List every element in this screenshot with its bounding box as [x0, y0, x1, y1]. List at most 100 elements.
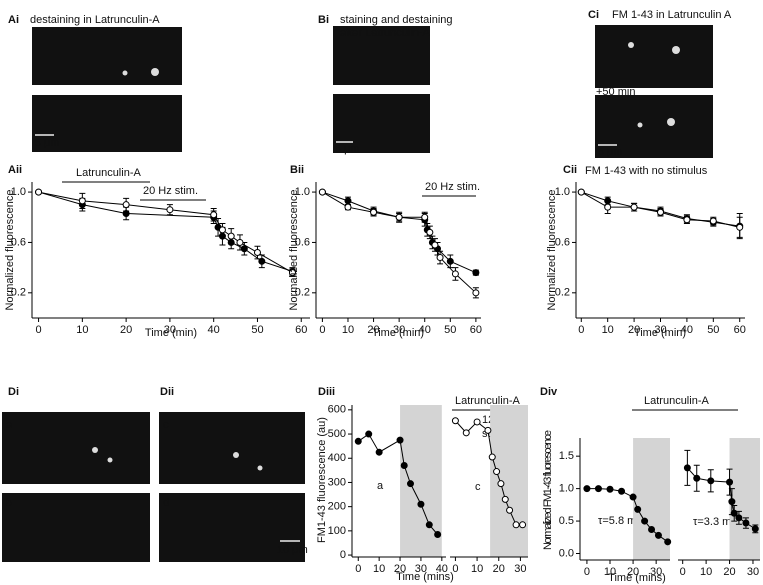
- x-tick-label: 40: [681, 324, 693, 336]
- spot: [628, 42, 634, 48]
- x-tick-label: 50: [707, 324, 719, 336]
- x-tick-label: 30: [393, 324, 405, 336]
- y-axis-label: Normalized fluorescence: [288, 189, 300, 310]
- figure-label: destaining in Latrunculin-A: [30, 14, 160, 26]
- y-tick-label: 0: [340, 549, 346, 561]
- data-point: [506, 506, 514, 514]
- y-axis-label: FM1-43 fluorescence (au): [316, 417, 328, 543]
- data-point: [417, 500, 425, 508]
- data-point: [462, 429, 470, 437]
- figure-label: FM 1-43 with no stimulus: [585, 165, 708, 177]
- x-tick-label: 0: [584, 566, 590, 578]
- data-point: [648, 526, 656, 533]
- data-point: [484, 426, 492, 434]
- x-tick-label: 40: [208, 324, 220, 336]
- data-point: [728, 498, 736, 506]
- y-tick-label: 200: [328, 501, 346, 513]
- figure-label: 5 μm: [598, 146, 623, 158]
- data-point: [577, 188, 585, 196]
- y-tick-label: 100: [328, 525, 346, 537]
- data-point: [258, 257, 266, 265]
- micrograph: [159, 493, 305, 562]
- data-point: [634, 505, 642, 513]
- data-point: [657, 208, 664, 216]
- x-tick-label: 60: [734, 324, 746, 336]
- data-point: [683, 216, 691, 224]
- data-point: [253, 249, 261, 257]
- figure-label: +50 min: [596, 86, 635, 98]
- figure-label: c: [163, 419, 169, 431]
- y-axis-label: Normalized FM1-43 fluorescence: [542, 430, 554, 550]
- spot: [667, 118, 675, 126]
- x-tick-label: 10: [604, 566, 616, 578]
- x-tick-label: 20: [723, 566, 735, 578]
- data-point: [406, 480, 414, 488]
- data-point: [375, 448, 383, 456]
- chart: 0 10 20 30 40 50 60 0.2 0.6 1.0 Time (min) Normaliz…: [4, 182, 310, 339]
- y-tick-label: 1.0: [11, 186, 26, 198]
- data-point: [472, 269, 480, 277]
- spot: [92, 447, 98, 453]
- x-axis-label: Time (mins): [396, 571, 454, 583]
- y-tick-label: 1.0: [295, 186, 310, 198]
- data-point: [344, 197, 352, 205]
- data-point: [664, 538, 672, 546]
- x-tick-label: 10: [471, 563, 483, 575]
- x-tick-label: 30: [650, 566, 662, 578]
- figure-label: Latrunculin-A: [455, 395, 520, 407]
- data-point: [344, 203, 352, 211]
- data-point: [318, 188, 326, 196]
- data-point: [451, 417, 459, 425]
- series-line: [38, 191, 293, 272]
- data-point: [501, 495, 509, 503]
- x-axis-label: Time (min): [145, 327, 197, 339]
- micrograph: [2, 493, 150, 562]
- x-tick-label: 20: [493, 563, 505, 575]
- figure-label: Div: [540, 386, 558, 398]
- micrograph: [32, 27, 182, 85]
- data-point: [519, 521, 527, 529]
- y-tick-label: 0.2: [295, 287, 310, 299]
- x-tick-label: 30: [164, 324, 176, 336]
- figure-label: Latrunculin-A: [644, 395, 709, 407]
- data-point: [709, 217, 717, 225]
- data-point: [122, 201, 130, 209]
- figure-label: 10 μm: [277, 544, 308, 556]
- data-point: [707, 477, 715, 485]
- series-line: [322, 191, 477, 274]
- data-point: [370, 208, 378, 216]
- data-point: [473, 418, 481, 426]
- y-tick-label: 400: [328, 452, 346, 464]
- y-tick-label: 1.0: [555, 186, 570, 198]
- series-line: [322, 191, 477, 294]
- y-tick-label: 0.2: [11, 287, 26, 299]
- data-point: [488, 453, 496, 461]
- x-tick-label: 50: [444, 324, 456, 336]
- data-point: [683, 464, 691, 472]
- data-point: [288, 269, 296, 277]
- figure-label: 20 Hz stim.: [143, 185, 198, 197]
- x-tick-label: 10: [342, 324, 354, 336]
- data-point: [236, 238, 244, 246]
- y-tick-label: 0.6: [11, 236, 26, 248]
- figure-label: Latrunculin-A: [76, 167, 141, 179]
- micrograph: [333, 94, 430, 153]
- x-tick-label: 0: [355, 563, 361, 575]
- figure-label: c: [475, 481, 481, 493]
- y-tick-label: 1.5: [559, 450, 574, 462]
- figure-label: Bii: [290, 164, 304, 176]
- data-point: [166, 206, 174, 214]
- data-point: [583, 485, 591, 493]
- micrograph: [32, 95, 182, 152]
- x-tick-label: 0: [680, 566, 686, 578]
- y-tick-label: 0.5: [559, 515, 574, 527]
- micrograph: [333, 26, 430, 85]
- figure-label: 20 Hz stim.: [425, 181, 480, 193]
- series-line: [38, 191, 293, 274]
- figure-label: Aii: [8, 164, 22, 176]
- figure-label: Di: [8, 386, 19, 398]
- x-tick-label: 20: [367, 324, 379, 336]
- x-axis-label: Time (min): [634, 327, 686, 339]
